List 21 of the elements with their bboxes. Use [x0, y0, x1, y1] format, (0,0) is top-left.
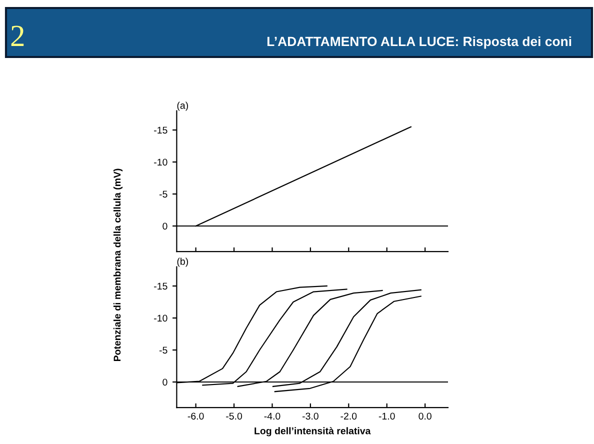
y-tick-label: -15 — [154, 126, 168, 134]
y-tick-label: -10 — [154, 158, 168, 166]
x-tick-label: -5.0 — [226, 412, 242, 420]
x-tick-label: 0.0 — [418, 412, 432, 420]
y-tick-label: 0 — [162, 222, 168, 230]
y-tick-label: -10 — [154, 314, 168, 322]
text: 2 — [11, 26, 24, 46]
y-tick-label: 0 — [162, 378, 168, 386]
x-axis-title: Log dell’intensità relativa — [254, 427, 371, 436]
chart-title: L’ADATTAMENTO ALLA LUCE: Risposta dei coni — [267, 36, 572, 49]
text: (a) — [177, 102, 188, 111]
x-tick-label: -2.0 — [340, 412, 357, 420]
y-axis-title: Potenziale di membrana della cellula (mV) — [113, 168, 123, 362]
x-tick-label: -1.0 — [378, 412, 395, 420]
x-tick-label: -4.0 — [264, 412, 280, 420]
text: (b) — [177, 258, 188, 267]
y-tick-label: -15 — [154, 282, 168, 290]
x-tick-label: -6.0 — [188, 412, 204, 420]
y-tick-label: -5 — [159, 346, 168, 354]
x-tick-label: -3.0 — [302, 412, 318, 420]
y-tick-label: -5 — [159, 190, 168, 198]
